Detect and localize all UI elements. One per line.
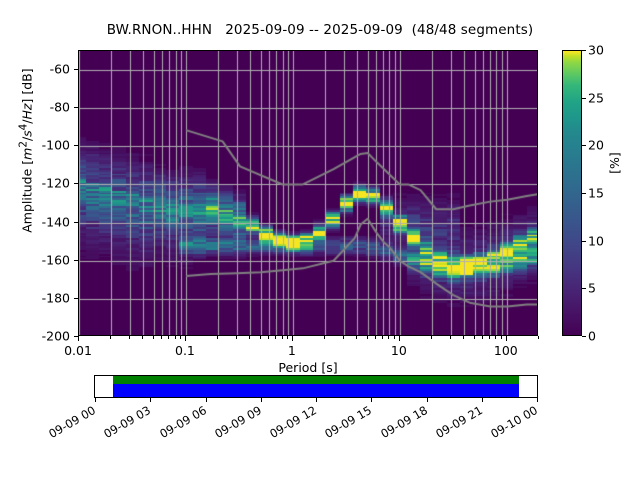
colorbar-tick-mark [582, 241, 586, 242]
y-tick-mark [74, 183, 78, 184]
timeline-tick-mark [206, 398, 207, 402]
x-tick-mark [292, 336, 293, 341]
ppsd-density-canvas [79, 51, 537, 335]
x-tick-mark [78, 336, 79, 341]
x-tick-mark [185, 336, 186, 341]
y-tick-label: -120 [41, 175, 70, 191]
y-tick-mark [74, 145, 78, 146]
x-tick-mark [343, 336, 344, 339]
coverage-bar-blue [113, 384, 519, 397]
x-tick-mark [287, 336, 288, 339]
colorbar-tick-mark [582, 98, 586, 99]
x-tick-mark [249, 336, 250, 339]
coverage-timeline[interactable] [94, 375, 538, 398]
timeline-tick-mark [371, 398, 372, 402]
y-tick-mark [74, 260, 78, 261]
x-tick-mark [388, 336, 389, 339]
y-tick-mark [74, 222, 78, 223]
timeline-tick-mark [95, 398, 96, 402]
colorbar-label: [%] [607, 152, 622, 174]
colorbar-tick-label: 25 [588, 90, 604, 106]
x-tick-label: 0.01 [64, 343, 92, 358]
page-title: BW.RNON..HHN 2025-09-09 -- 2025-09-09 (4… [106, 22, 534, 38]
x-tick-mark [268, 336, 269, 339]
colorbar-tick-mark [582, 336, 586, 337]
colorbar-tick-label: 5 [588, 280, 596, 296]
x-tick-mark [538, 336, 539, 339]
x-tick-mark [394, 336, 395, 339]
y-tick-label: -160 [41, 252, 70, 268]
colorbar-tick-mark [582, 288, 586, 289]
x-tick-mark [168, 336, 169, 339]
x-tick-mark [375, 336, 376, 339]
timeline-tick-mark [427, 398, 428, 402]
x-tick-label: 1 [287, 343, 296, 358]
x-tick-mark [501, 336, 502, 339]
x-tick-mark [260, 336, 261, 339]
x-tick-mark [236, 336, 237, 339]
timeline-tick-mark [316, 398, 317, 402]
x-tick-mark [482, 336, 483, 339]
x-tick-mark [450, 336, 451, 339]
x-tick-mark [356, 336, 357, 339]
x-tick-mark [495, 336, 496, 339]
y-axis-label: Amplitude [m2/s4/Hz] [dB] [17, 68, 35, 233]
x-tick-mark [142, 336, 143, 339]
colorbar-tick-mark [582, 50, 586, 51]
x-tick-mark [180, 336, 181, 339]
x-tick-mark [324, 336, 325, 339]
x-tick-mark [175, 336, 176, 339]
coverage-bar-green [113, 376, 519, 384]
x-tick-mark [506, 336, 507, 341]
x-tick-mark [382, 336, 383, 339]
timeline-tick-label: 09-09 03 [101, 403, 154, 441]
timeline-tick-mark [537, 398, 538, 402]
x-tick-mark [399, 336, 400, 341]
x-tick-label: 10 [390, 343, 407, 358]
timeline-tick-mark [482, 398, 483, 402]
x-tick-mark [110, 336, 111, 339]
x-tick-mark [275, 336, 276, 339]
y-tick-label: -180 [41, 290, 70, 306]
timeline-tick-label: 09-09 15 [322, 403, 375, 441]
colorbar-tick-mark [582, 145, 586, 146]
colorbar-tick-label: 15 [588, 185, 604, 201]
x-tick-mark [489, 336, 490, 339]
y-tick-label: -200 [41, 328, 70, 344]
y-tick-label: -100 [41, 137, 70, 153]
x-axis-label: Period [s] [278, 360, 338, 375]
colorbar [562, 50, 582, 336]
y-tick-label: -140 [41, 214, 70, 230]
x-tick-mark [474, 336, 475, 339]
timeline-tick-mark [150, 398, 151, 402]
x-tick-mark [217, 336, 218, 339]
y-tick-mark [74, 107, 78, 108]
x-tick-label: 0.1 [174, 343, 195, 358]
ppsd-plot-area [78, 50, 538, 336]
colorbar-tick-label: 20 [588, 137, 604, 153]
x-tick-mark [367, 336, 368, 339]
colorbar-tick-label: 0 [588, 328, 596, 344]
y-tick-mark [74, 336, 78, 337]
timeline-tick-mark [261, 398, 262, 402]
x-tick-mark [282, 336, 283, 339]
colorbar-tick-label: 30 [588, 42, 604, 58]
x-tick-mark [463, 336, 464, 339]
y-tick-mark [74, 298, 78, 299]
y-tick-mark [74, 69, 78, 70]
colorbar-tick-mark [582, 193, 586, 194]
y-tick-label: -80 [49, 99, 70, 115]
x-tick-mark [129, 336, 130, 339]
colorbar-tick-label: 10 [588, 233, 604, 249]
x-tick-mark [161, 336, 162, 339]
x-tick-mark [153, 336, 154, 339]
x-tick-label: 100 [493, 343, 518, 358]
y-tick-label: -60 [49, 61, 70, 77]
x-tick-mark [431, 336, 432, 339]
